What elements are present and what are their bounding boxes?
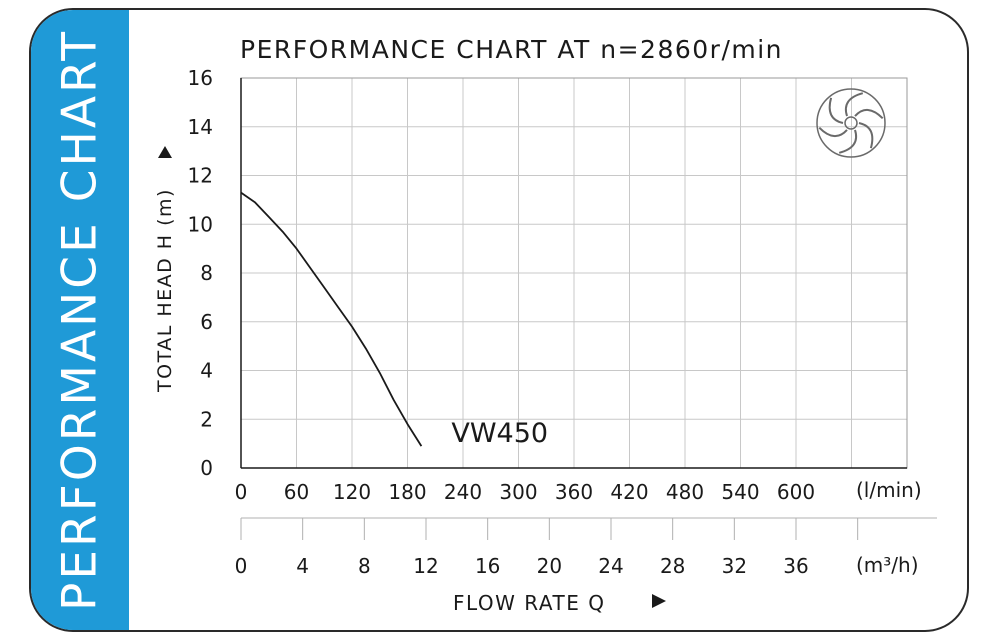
y-axis-label: TOTAL HEAD H (m) bbox=[154, 188, 176, 393]
x-tick-label: 180 bbox=[388, 480, 426, 504]
x-axis-arrow-icon bbox=[652, 594, 666, 608]
y-tick-label: 6 bbox=[200, 310, 213, 334]
y-axis-arrow-icon bbox=[158, 146, 172, 158]
y-tick-label: 16 bbox=[188, 66, 213, 90]
x2-unit-label: (m³/h) bbox=[856, 553, 919, 577]
impeller-blade bbox=[818, 126, 848, 138]
impeller-icon bbox=[816, 88, 886, 158]
x-tick-label: 60 bbox=[284, 480, 309, 504]
series-layer: VW450 bbox=[240, 191, 548, 449]
impeller-blade bbox=[854, 108, 884, 120]
sidebar-banner: PERFORMANCE CHART bbox=[31, 10, 129, 630]
y-tick-label: 12 bbox=[188, 164, 213, 188]
x2-tick-label: 20 bbox=[537, 554, 562, 578]
x2-tick-label: 4 bbox=[296, 554, 309, 578]
x2-tick-label: 16 bbox=[475, 554, 500, 578]
x2-tick-label: 36 bbox=[783, 554, 808, 578]
impeller-rim bbox=[816, 88, 886, 158]
y-tick-label: 0 bbox=[200, 456, 213, 480]
x-tick-label: 300 bbox=[499, 480, 537, 504]
series-label: VW450 bbox=[451, 418, 548, 449]
x2-tick-label: 32 bbox=[722, 554, 747, 578]
x2-tick-label: 0 bbox=[235, 554, 248, 578]
series-line bbox=[240, 191, 423, 447]
x-tick-label: 240 bbox=[444, 480, 482, 504]
x2-tick-label: 28 bbox=[660, 554, 685, 578]
y-tick-label: 10 bbox=[188, 212, 213, 236]
chart-frame: PERFORMANCE CHART bbox=[29, 8, 969, 632]
x2-tick-label: 12 bbox=[413, 554, 438, 578]
grid bbox=[240, 77, 908, 469]
impeller-blade bbox=[858, 122, 874, 149]
x-tick-label: 120 bbox=[333, 480, 371, 504]
x2-tick-label: 24 bbox=[598, 554, 623, 578]
chart-title: PERFORMANCE CHART AT n=2860r/min bbox=[240, 35, 783, 64]
impeller-blade bbox=[838, 129, 858, 154]
y-tick-label: 2 bbox=[200, 407, 213, 431]
impeller-hub bbox=[844, 116, 858, 130]
x-axis-label: FLOW RATE Q bbox=[453, 591, 605, 615]
x-tick-label: 360 bbox=[555, 480, 593, 504]
impeller-blade bbox=[844, 92, 864, 117]
x-tick-label: 480 bbox=[666, 480, 704, 504]
y-tick-label: 8 bbox=[200, 261, 213, 285]
impeller-blade bbox=[828, 97, 844, 124]
x-tick-label: 540 bbox=[721, 480, 759, 504]
x2-tick-label: 8 bbox=[358, 554, 371, 578]
x-tick-label: 0 bbox=[235, 480, 248, 504]
axes bbox=[240, 78, 937, 540]
x-tick-label: 420 bbox=[610, 480, 648, 504]
x-tick-label: 600 bbox=[777, 480, 815, 504]
y-tick-label: 4 bbox=[200, 359, 213, 383]
y-tick-label: 14 bbox=[188, 115, 213, 139]
x-unit-label: (l/min) bbox=[856, 478, 922, 502]
